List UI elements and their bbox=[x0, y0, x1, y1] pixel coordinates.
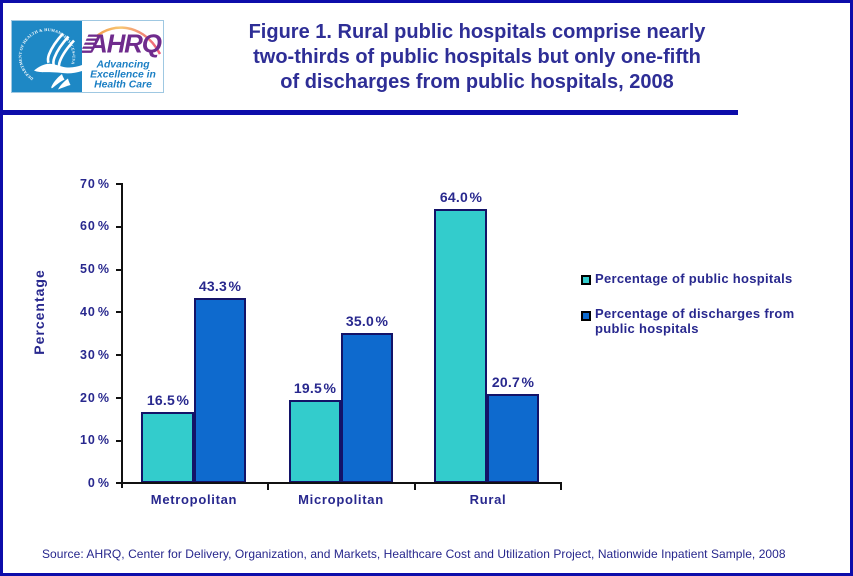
svg-text:Excellence in: Excellence in bbox=[90, 70, 156, 81]
svg-text:AHRQ: AHRQ bbox=[88, 29, 162, 59]
svg-text:DEPARTMENT OF HEALTH & HUMAN S: DEPARTMENT OF HEALTH & HUMAN SERVICES•US… bbox=[17, 27, 76, 82]
svg-text:Health Care: Health Care bbox=[94, 80, 152, 91]
svg-text:Advancing: Advancing bbox=[95, 60, 150, 71]
